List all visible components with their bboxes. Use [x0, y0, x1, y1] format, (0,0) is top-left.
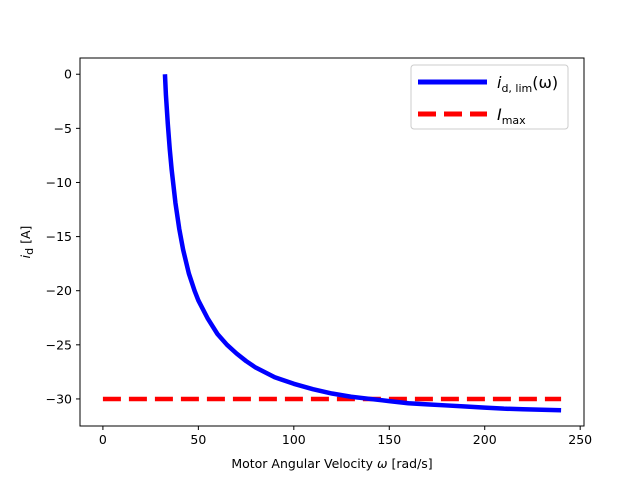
y-tick-label: −25	[46, 337, 72, 352]
y-tick-label: −5	[54, 121, 72, 136]
y-tick-label: −10	[46, 175, 72, 190]
series-layer	[102, 74, 562, 413]
legend-entry-id-lim: id, lim(ω)	[497, 73, 558, 95]
y-axis-ticks: 0 −5 −10 −15 −20 −25 −30	[46, 67, 80, 406]
legend-entry-id-lim-subscript: d, lim	[501, 82, 532, 95]
legend: id, lim(ω) Imax	[410, 64, 569, 130]
y-axis-label-subscript: d	[23, 248, 36, 255]
x-axis-label-symbol: ω	[377, 456, 387, 471]
y-tick-label: −30	[46, 391, 72, 406]
x-tick-label: 150	[377, 432, 401, 447]
legend-entry-imax: Imax	[497, 105, 526, 127]
y-axis-label-unit: [A]	[18, 226, 33, 248]
y-axis-label: id [A]	[18, 226, 36, 259]
legend-entry-id-lim-symbol: i	[497, 73, 502, 92]
plot-frame	[79, 57, 585, 427]
x-tick-label: 100	[282, 432, 306, 447]
x-axis-ticks: 0 50 100 150 200 250	[99, 426, 592, 447]
y-axis-label-symbol: i	[18, 254, 33, 258]
x-tick-label: 50	[190, 432, 206, 447]
x-axis-label: Motor Angular Velocity ω [rad/s]	[231, 456, 432, 471]
series-id-lim-line	[162, 74, 562, 413]
legend-entry-id-lim-suffix: (ω)	[532, 73, 558, 92]
x-axis-label-unit: [rad/s]	[387, 456, 432, 471]
x-tick-label: 250	[568, 432, 592, 447]
legend-entry-imax-symbol: I	[497, 105, 502, 124]
legend-entry-imax-subscript: max	[502, 114, 526, 127]
y-tick-label: −20	[46, 283, 72, 298]
x-tick-label: 200	[473, 432, 497, 447]
x-axis-label-text: Motor Angular Velocity	[231, 456, 377, 471]
y-tick-label: −15	[46, 229, 72, 244]
y-tick-label: 0	[64, 67, 72, 82]
x-tick-label: 0	[99, 432, 107, 447]
